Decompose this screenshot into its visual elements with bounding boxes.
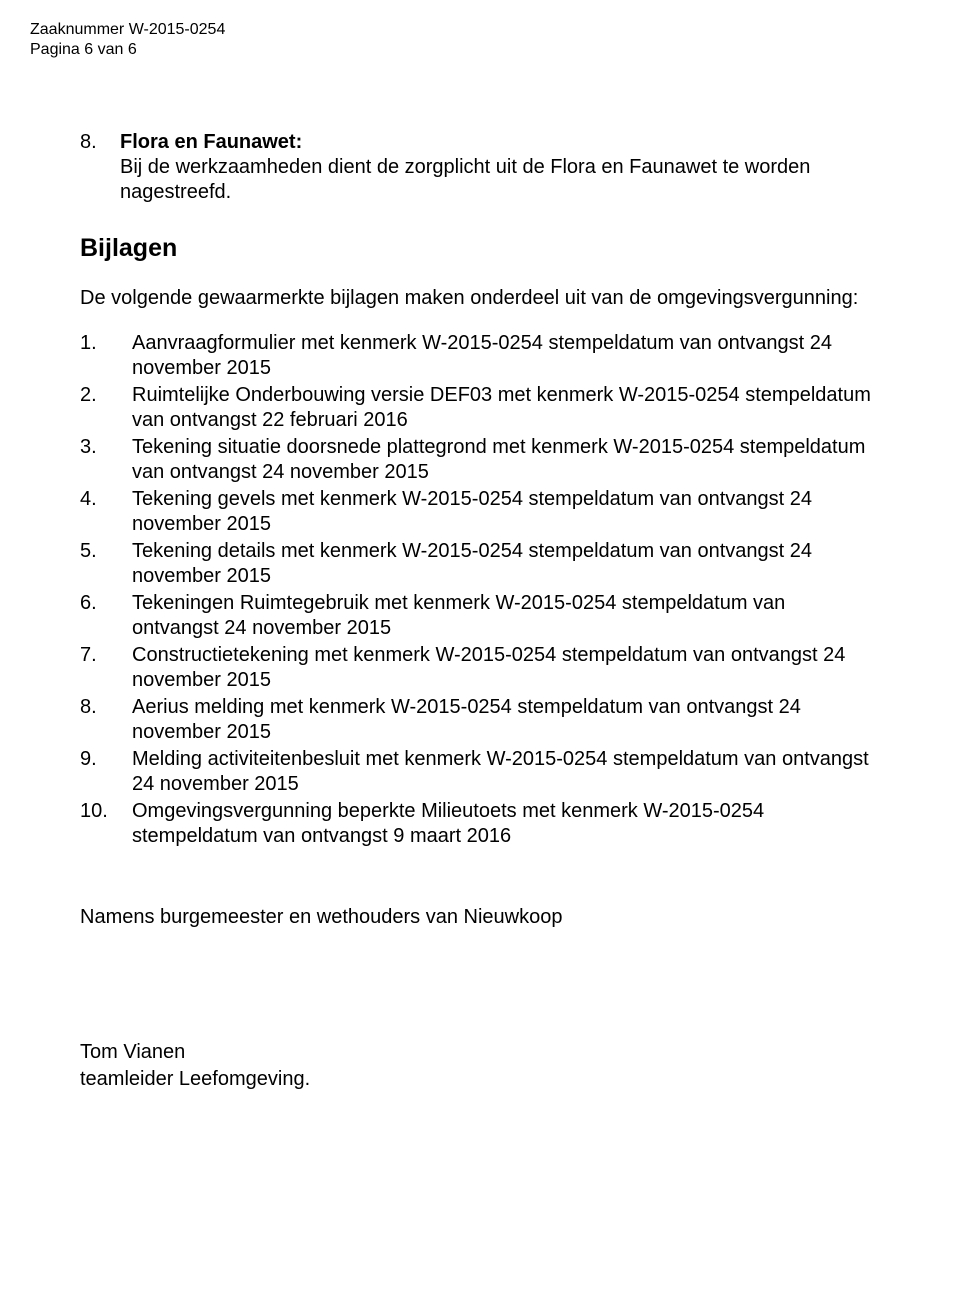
page-header: Zaaknummer W-2015-0254 Pagina 6 van 6	[30, 20, 880, 60]
list-item: 4. Tekening gevels met kenmerk W-2015-02…	[80, 487, 880, 537]
list-item: 10. Omgevingsvergunning beperkte Milieut…	[80, 799, 880, 849]
bijlagen-list: 1. Aanvraagformulier met kenmerk W-2015-…	[80, 331, 880, 849]
section-8-title: Flora en Faunawet:	[120, 131, 302, 153]
bijlagen-intro: De volgende gewaarmerkte bijlagen maken …	[80, 286, 880, 311]
section-8-body: Bij de werkzaamheden dient de zorgplicht…	[120, 156, 810, 203]
list-item: 7. Constructietekening met kenmerk W-201…	[80, 643, 880, 693]
list-item: 8. Aerius melding met kenmerk W-2015-025…	[80, 695, 880, 745]
signature-title: teamleider Leefomgeving.	[80, 1067, 880, 1092]
list-item-num: 10.	[80, 799, 132, 849]
list-item: 2. Ruimtelijke Onderbouwing versie DEF03…	[80, 383, 880, 433]
page: Zaaknummer W-2015-0254 Pagina 6 van 6 8.…	[0, 0, 960, 1152]
list-item: 1. Aanvraagformulier met kenmerk W-2015-…	[80, 331, 880, 381]
list-item-text: Melding activiteitenbesluit met kenmerk …	[132, 747, 880, 797]
list-item-text: Tekening details met kenmerk W-2015-0254…	[132, 539, 880, 589]
list-item-num: 6.	[80, 591, 132, 641]
list-item-text: Constructietekening met kenmerk W-2015-0…	[132, 643, 880, 693]
list-item-text: Tekening situatie doorsnede plattegrond …	[132, 435, 880, 485]
page-number: Pagina 6 van 6	[30, 40, 880, 60]
list-item: 3. Tekening situatie doorsnede plattegro…	[80, 435, 880, 485]
section-8: 8. Flora en Faunawet: Bij de werkzaamhed…	[80, 130, 880, 205]
list-item-text: Tekeningen Ruimtegebruik met kenmerk W-2…	[132, 591, 880, 641]
list-item-num: 8.	[80, 695, 132, 745]
list-item-num: 2.	[80, 383, 132, 433]
section-8-content: Flora en Faunawet: Bij de werkzaamheden …	[120, 130, 880, 205]
list-item-text: Tekening gevels met kenmerk W-2015-0254 …	[132, 487, 880, 537]
list-item-text: Omgevingsvergunning beperkte Milieutoets…	[132, 799, 880, 849]
list-item: 5. Tekening details met kenmerk W-2015-0…	[80, 539, 880, 589]
list-item-num: 5.	[80, 539, 132, 589]
bijlagen-heading: Bijlagen	[80, 233, 880, 264]
list-item: 6. Tekeningen Ruimtegebruik met kenmerk …	[80, 591, 880, 641]
list-item-num: 4.	[80, 487, 132, 537]
list-item-num: 1.	[80, 331, 132, 381]
signature-block: Tom Vianen teamleider Leefomgeving.	[80, 1040, 880, 1092]
list-item-num: 7.	[80, 643, 132, 693]
list-item-num: 3.	[80, 435, 132, 485]
list-item-text: Aerius melding met kenmerk W-2015-0254 s…	[132, 695, 880, 745]
list-item-text: Ruimtelijke Onderbouwing versie DEF03 me…	[132, 383, 880, 433]
signature-name: Tom Vianen	[80, 1040, 880, 1065]
section-8-number: 8.	[80, 130, 120, 205]
closing-line: Namens burgemeester en wethouders van Ni…	[80, 905, 880, 930]
case-number: Zaaknummer W-2015-0254	[30, 20, 880, 40]
list-item-num: 9.	[80, 747, 132, 797]
list-item-text: Aanvraagformulier met kenmerk W-2015-025…	[132, 331, 880, 381]
list-item: 9. Melding activiteitenbesluit met kenme…	[80, 747, 880, 797]
